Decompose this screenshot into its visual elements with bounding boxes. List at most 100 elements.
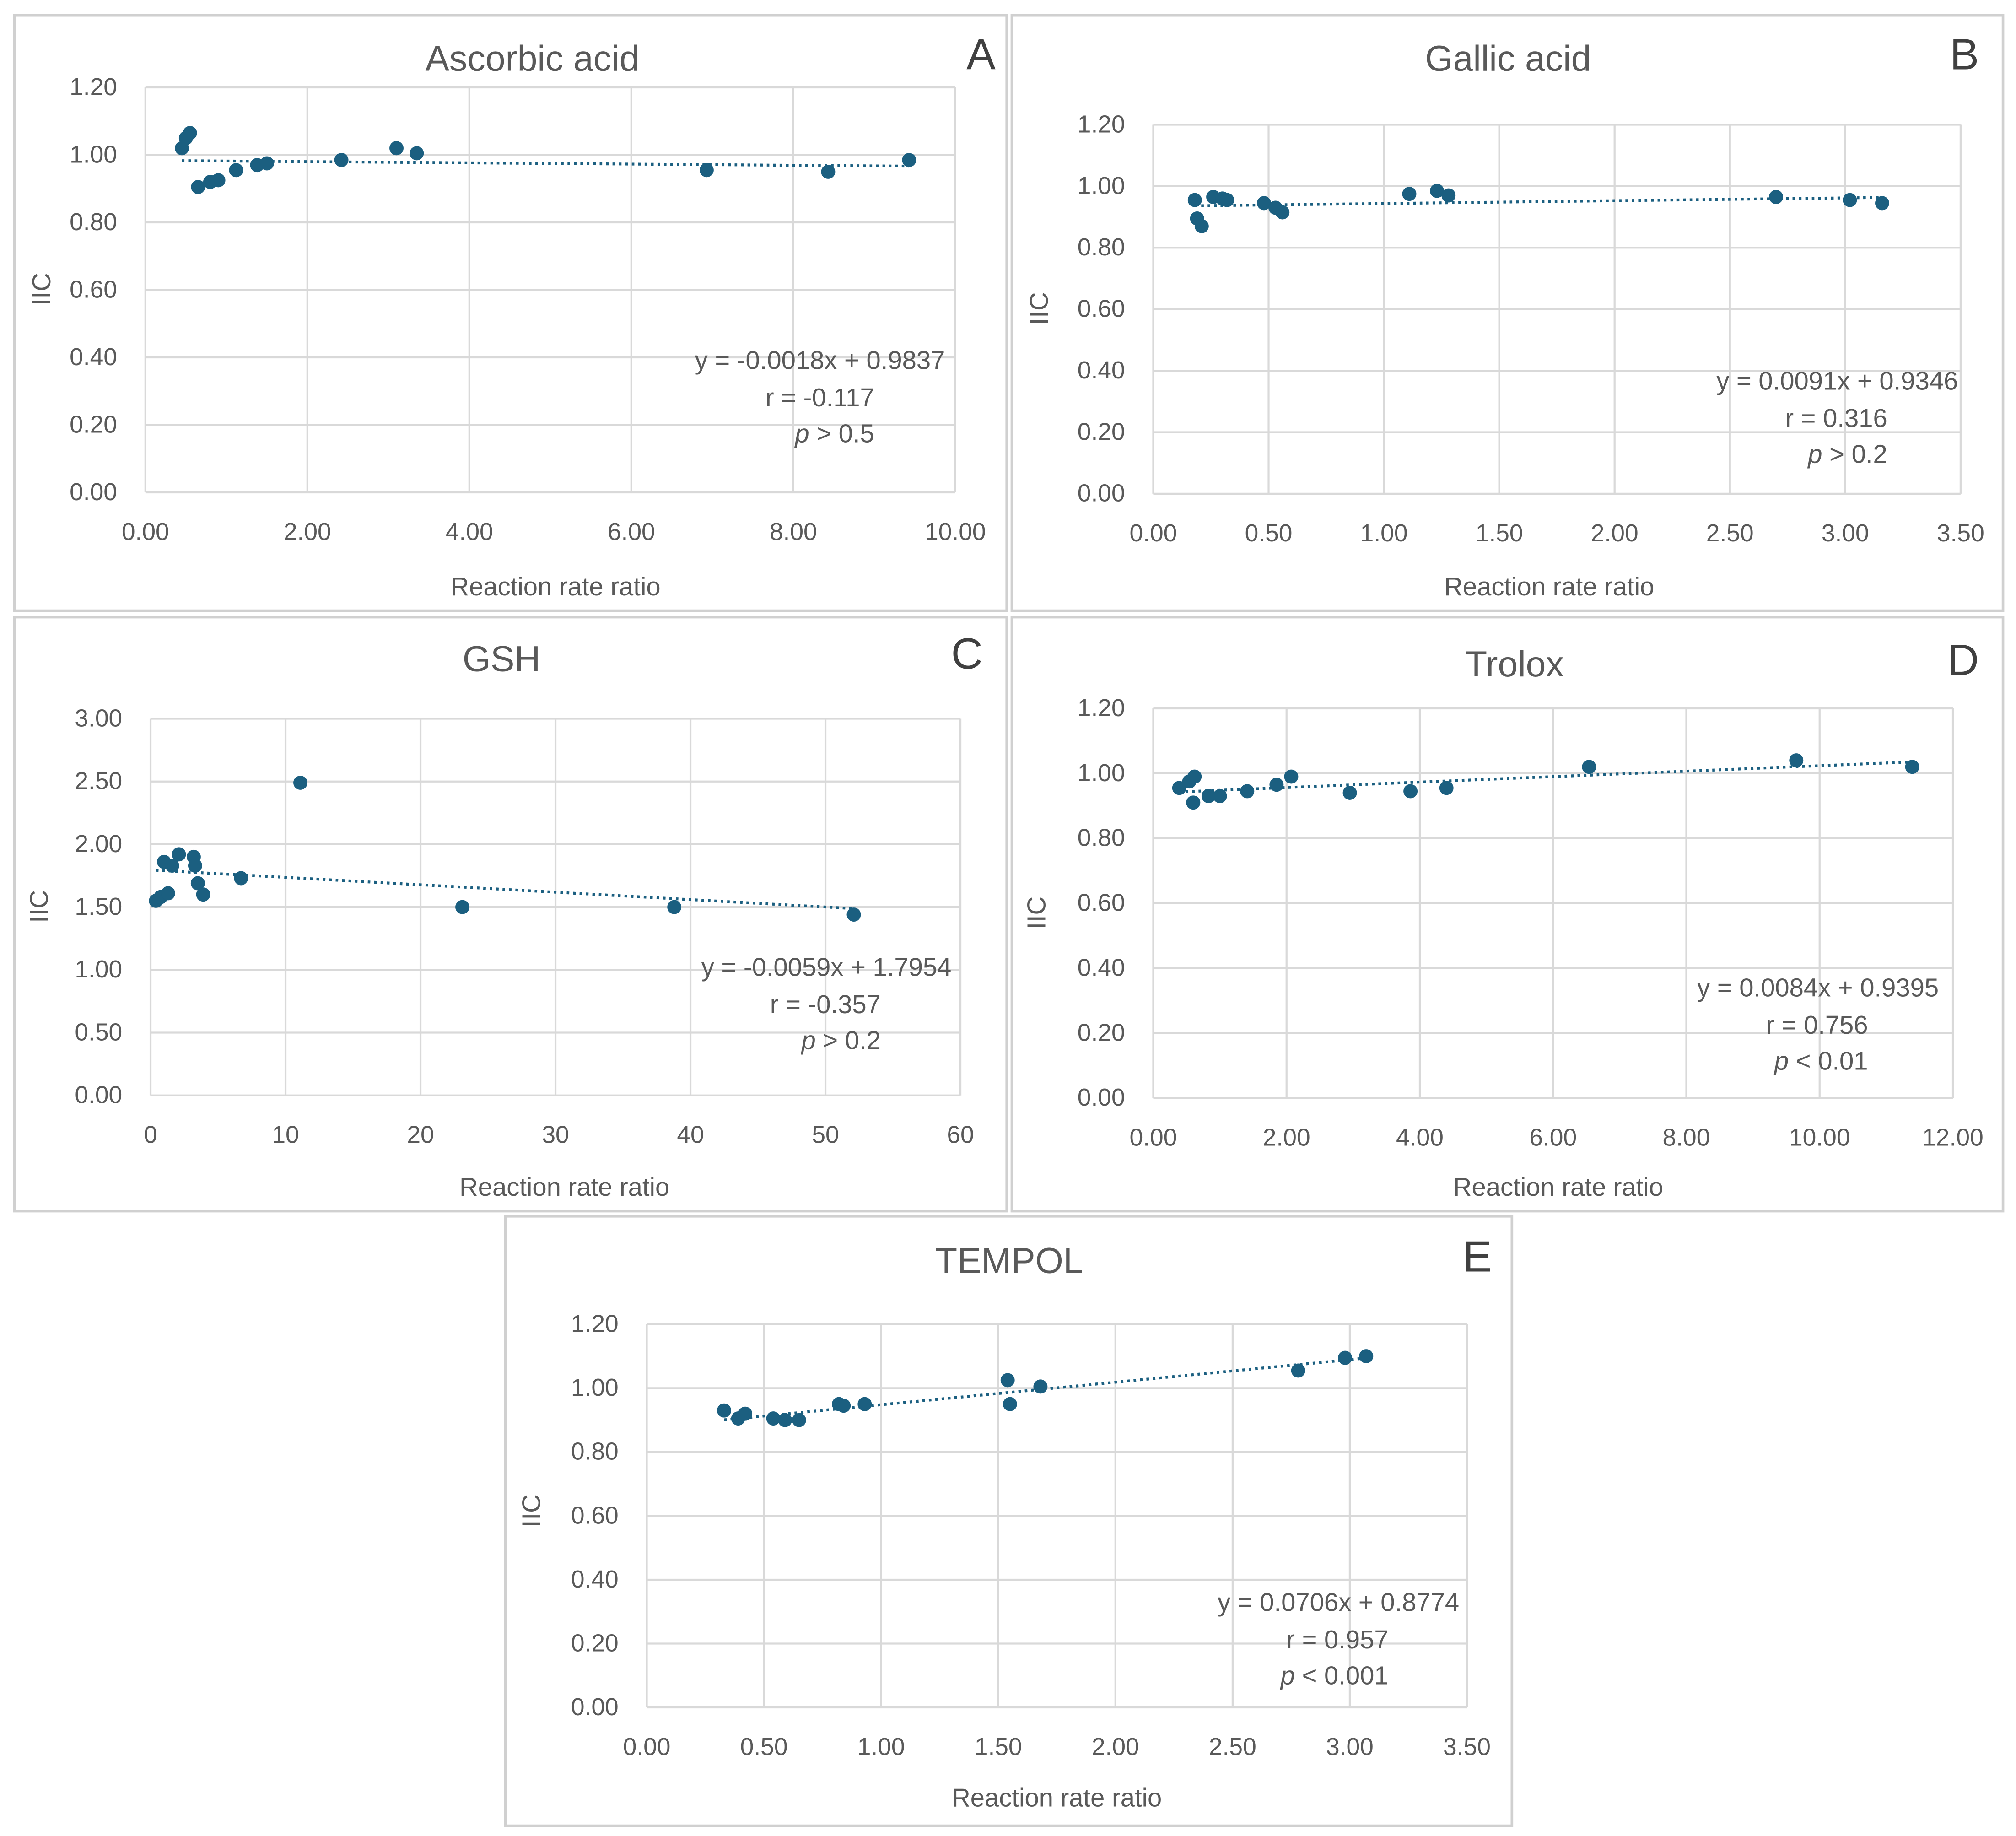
chart-title: Gallic acid bbox=[1425, 38, 1591, 79]
panel-frame bbox=[13, 14, 1008, 612]
y-tick-label: 0.00 bbox=[1078, 1084, 1125, 1111]
x-tick-label: 10.00 bbox=[925, 518, 986, 545]
x-tick-label: 60 bbox=[947, 1122, 974, 1149]
x-tick-label: 2.50 bbox=[1706, 520, 1754, 547]
y-tick-label: 0.00 bbox=[1078, 480, 1125, 507]
y-tick-label: 1.20 bbox=[70, 74, 117, 101]
x-tick-label: 0.00 bbox=[1130, 520, 1177, 547]
x-tick-label: 0 bbox=[144, 1122, 157, 1149]
x-tick-label: 0.50 bbox=[1245, 520, 1293, 547]
x-tick-label: 4.00 bbox=[446, 518, 493, 545]
x-tick-label: 6.00 bbox=[608, 518, 655, 545]
trend-equation: y = -0.0018x + 0.9837 bbox=[695, 346, 945, 374]
x-tick-label: 10.00 bbox=[1789, 1124, 1850, 1151]
p-value: p < 0.01 bbox=[1773, 1047, 1868, 1075]
data-point bbox=[1000, 1373, 1015, 1388]
y-tick-label: 0.40 bbox=[1078, 954, 1125, 981]
data-point bbox=[455, 900, 469, 914]
data-point bbox=[161, 886, 175, 901]
correlation-r: r = 0.756 bbox=[1766, 1010, 1868, 1039]
trend-equation: y = 0.0084x + 0.9395 bbox=[1697, 973, 1939, 1002]
data-point bbox=[188, 859, 202, 873]
data-point bbox=[1291, 1363, 1305, 1378]
y-tick-label: 0.00 bbox=[571, 1694, 619, 1721]
data-point bbox=[1789, 753, 1804, 768]
p-value: p > 0.2 bbox=[800, 1026, 880, 1055]
data-point bbox=[902, 153, 916, 167]
data-point bbox=[1582, 760, 1596, 774]
chart-panel-d: 0.00 0.20 0.40 0.60 0.80 1.00 1.20 0.00 2.00 4.00… bbox=[1010, 616, 2005, 1213]
correlation-r: r = -0.357 bbox=[770, 990, 881, 1019]
panel-letter: B bbox=[1950, 31, 1979, 79]
x-tick-label: 2.00 bbox=[284, 518, 331, 545]
y-tick-label: 1.20 bbox=[1078, 111, 1125, 138]
chart-title: Ascorbic acid bbox=[426, 38, 640, 79]
y-tick-label: 1.00 bbox=[1078, 173, 1125, 200]
data-point bbox=[1187, 769, 1202, 784]
data-point bbox=[792, 1413, 806, 1427]
y-tick-label: 0.00 bbox=[70, 479, 117, 506]
x-tick-label: 2.00 bbox=[1092, 1733, 1139, 1760]
y-tick-label: 0.20 bbox=[70, 411, 117, 438]
trendline bbox=[1195, 196, 1882, 207]
data-point bbox=[836, 1399, 851, 1413]
panel-frame bbox=[1010, 616, 2005, 1213]
data-point bbox=[699, 163, 714, 178]
y-tick-label: 0.80 bbox=[70, 209, 117, 236]
p-symbol: p bbox=[794, 419, 809, 448]
y-tick-label: 2.50 bbox=[75, 768, 122, 795]
y-tick-label: 0.60 bbox=[70, 276, 117, 303]
data-point bbox=[821, 164, 836, 179]
data-point bbox=[846, 907, 861, 922]
x-tick-label: 3.50 bbox=[1937, 520, 1984, 547]
trend-equation: y = 0.0091x + 0.9346 bbox=[1716, 366, 1958, 395]
x-tick-label: 3.00 bbox=[1822, 520, 1869, 547]
data-point bbox=[1194, 219, 1209, 233]
y-tick-label: 2.00 bbox=[75, 831, 122, 858]
p-value: p < 0.001 bbox=[1280, 1661, 1389, 1690]
data-point bbox=[1402, 187, 1417, 201]
chart-title: TEMPOL bbox=[935, 1240, 1083, 1280]
y-tick-label: 0.40 bbox=[571, 1566, 619, 1593]
data-point bbox=[259, 156, 274, 171]
x-tick-label: 12.00 bbox=[1922, 1124, 1984, 1151]
data-point bbox=[1439, 781, 1454, 795]
x-tick-label: 2.00 bbox=[1591, 520, 1639, 547]
trendline bbox=[156, 869, 854, 910]
data-point bbox=[1359, 1349, 1374, 1364]
x-tick-label: 0.00 bbox=[623, 1733, 671, 1760]
y-tick-label: 1.20 bbox=[571, 1311, 619, 1338]
trendline bbox=[1179, 760, 1913, 794]
p-value: p > 0.2 bbox=[1807, 439, 1887, 468]
y-tick-label: 0.60 bbox=[1078, 890, 1125, 917]
data-point bbox=[717, 1403, 731, 1418]
y-tick-label: 0.20 bbox=[1078, 1019, 1125, 1046]
x-tick-label: 0.00 bbox=[1130, 1124, 1177, 1151]
x-tick-label: 1.50 bbox=[975, 1733, 1022, 1760]
data-point bbox=[1213, 789, 1227, 804]
data-point bbox=[857, 1397, 872, 1411]
x-tick-label: 1.50 bbox=[1476, 520, 1523, 547]
data-point bbox=[1275, 205, 1290, 220]
x-axis-label: Reaction rate ratio bbox=[459, 1172, 669, 1201]
x-tick-label: 40 bbox=[677, 1122, 704, 1149]
trendline bbox=[182, 159, 909, 168]
x-tick-label: 2.00 bbox=[1263, 1124, 1310, 1151]
data-point bbox=[229, 163, 243, 178]
y-tick-label: 0.20 bbox=[571, 1630, 619, 1657]
x-axis-label: Reaction rate ratio bbox=[1444, 572, 1654, 601]
data-point bbox=[1033, 1379, 1048, 1394]
data-point bbox=[196, 887, 210, 902]
x-tick-label: 10 bbox=[272, 1122, 299, 1149]
data-point bbox=[293, 776, 307, 790]
chart-panel-b: 0.00 0.20 0.40 0.60 0.80 1.00 1.20 0.00 0.50 1.00… bbox=[1010, 14, 2005, 612]
y-tick-label: 0.80 bbox=[571, 1438, 619, 1465]
panel-frame bbox=[504, 1215, 1514, 1827]
y-tick-label: 1.00 bbox=[571, 1374, 619, 1401]
trend-equation: y = -0.0059x + 1.7954 bbox=[701, 952, 952, 981]
panel-letter: D bbox=[1947, 636, 1979, 685]
chart-panel-c: 0.00 0.50 1.00 1.50 2.00 2.50 3.00 0 10 20 30 40 50 6… bbox=[13, 616, 1008, 1213]
data-point bbox=[191, 180, 205, 194]
x-tick-label: 20 bbox=[407, 1122, 434, 1149]
